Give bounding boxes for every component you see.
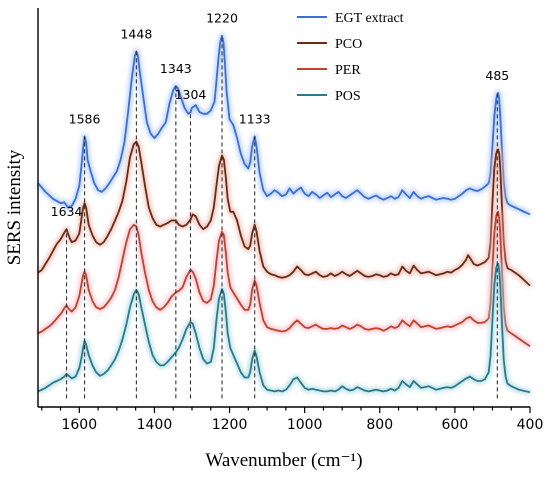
legend: EGT extract PCO PER POS [297, 11, 404, 104]
x-tick-label-1400: 1400 [137, 417, 173, 433]
y-axis-title: SERS intensity [4, 149, 25, 265]
peak-label-1448: 1448 [120, 26, 152, 41]
x-tick-label-1600: 1600 [61, 417, 97, 433]
peak-label-1304: 1304 [175, 87, 207, 102]
x-axis-title: Wavenumber (cm⁻¹) [205, 450, 362, 471]
peak-label-1220: 1220 [206, 11, 238, 26]
series-line-pos [37, 263, 531, 394]
peak-label-1343: 1343 [160, 61, 192, 76]
x-tick-label-600: 600 [442, 417, 469, 433]
peak-label-1586: 1586 [69, 111, 101, 126]
series-line-per [37, 210, 531, 348]
legend-label-egt-extract: EGT extract [335, 11, 404, 26]
legend-label-pco: PCO [335, 37, 362, 52]
legend-label-per: PER [335, 63, 361, 78]
series-line-pco [37, 140, 531, 287]
legend-label-pos: POS [335, 89, 361, 104]
peak-annotations: 1634 1586 1448 1343 1304 1220 1133 485 [51, 11, 509, 399]
x-tick-label-1000: 1000 [287, 417, 323, 433]
x-tick-label-1200: 1200 [212, 417, 248, 433]
peak-label-1133: 1133 [239, 111, 271, 126]
x-tick-label-400: 400 [517, 417, 544, 433]
series-line-egt-extract [37, 34, 531, 216]
peak-label-1634: 1634 [51, 204, 83, 219]
axes: 1600 1400 1200 1000 800 600 400 [37, 8, 544, 433]
series-glow-egt-extract [35, 32, 532, 218]
x-tick-label-800: 800 [366, 417, 393, 433]
series-glow-pco [36, 138, 533, 288]
peak-label-485: 485 [485, 68, 509, 83]
plot-area [35, 32, 533, 396]
